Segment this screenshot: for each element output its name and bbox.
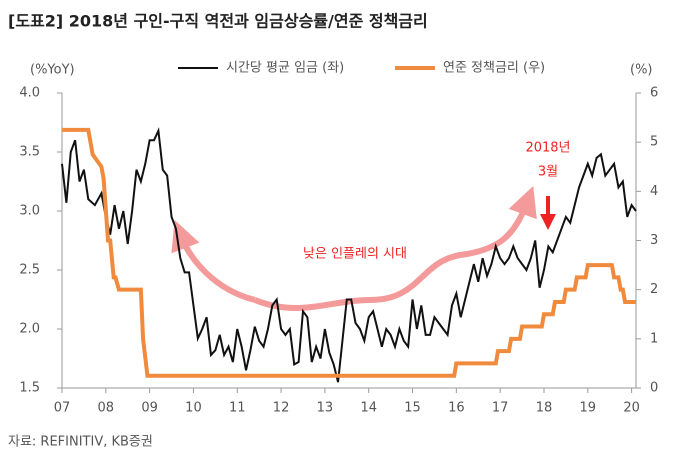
y-tick-label: 4.0 — [19, 86, 40, 101]
y-tick-label: 1.5 — [19, 381, 40, 396]
annotation: 2018년 — [525, 141, 570, 156]
y2-tick-label: 4 — [650, 184, 658, 199]
x-tick-label: 11 — [229, 401, 246, 416]
x-tick-label: 18 — [536, 401, 553, 416]
y-tick-label: 2.0 — [19, 322, 40, 337]
legend-label: 시간당 평균 임금 (좌) — [226, 61, 344, 76]
x-tick-label: 09 — [141, 401, 158, 416]
y-axis-label: (%YoY) — [30, 63, 75, 78]
y-tick-label: 3.5 — [19, 145, 40, 160]
annotation-arrow — [171, 220, 256, 303]
annotation-arrow — [253, 185, 537, 311]
y2-tick-label: 1 — [650, 331, 658, 346]
x-tick-label: 12 — [273, 401, 290, 416]
annotation: 3월 — [538, 165, 558, 180]
series-line — [62, 127, 636, 378]
annotation: 낮은 인플레의 시대 — [303, 247, 407, 262]
y2-tick-label: 0 — [650, 381, 658, 396]
y2-tick-label: 5 — [650, 135, 658, 150]
x-tick-label: 13 — [317, 401, 334, 416]
y2-tick-label: 2 — [650, 282, 658, 297]
y2-axis-label: (%) — [630, 63, 653, 78]
y2-tick-label: 6 — [650, 86, 658, 101]
y2-tick-label: 3 — [650, 233, 658, 248]
legend-label: 연준 정책금리 (우) — [443, 61, 545, 76]
x-tick-label: 16 — [448, 401, 465, 416]
y-tick-label: 2.5 — [19, 263, 40, 278]
series-line — [61, 127, 637, 383]
x-tick-label: 08 — [98, 401, 115, 416]
x-tick-label: 14 — [360, 401, 377, 416]
x-tick-label: 20 — [623, 401, 640, 416]
x-tick-label: 15 — [404, 401, 421, 416]
x-tick-label: 17 — [492, 401, 509, 416]
source: 자료: REFINITIV, KB증권 — [8, 435, 153, 450]
x-tick-label: 10 — [185, 401, 202, 416]
y-tick-label: 3.0 — [19, 204, 40, 219]
chart-title: [도표2] 2018년 구인-구직 역전과 임금상승률/연준 정책금리 — [8, 12, 428, 31]
x-tick-label: 19 — [580, 401, 597, 416]
x-tick-label: 07 — [54, 401, 71, 416]
